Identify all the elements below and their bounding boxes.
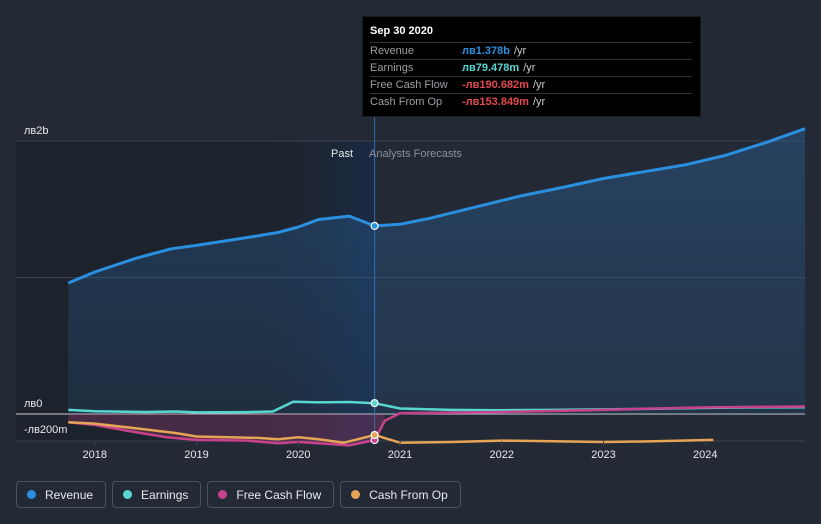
- tooltip-row: Cash From Op -лв153.849m/yr: [370, 93, 692, 110]
- legend-dot-icon: [351, 490, 361, 499]
- x-tick-label: 2023: [591, 449, 615, 461]
- tooltip-unit: /yr: [532, 79, 546, 91]
- tooltip-label: Cash From Op: [370, 96, 443, 108]
- tooltip-row: Free Cash Flow -лв190.682m/yr: [370, 76, 692, 93]
- tooltip: Sep 30 2020 Revenue лв1.378b/yr Earnings лв…: [362, 16, 701, 117]
- revenue-area: [68, 128, 806, 414]
- tooltip-row: Revenue лв1.378b/yr: [370, 42, 692, 59]
- x-tick-label: 2022: [490, 449, 514, 461]
- tooltip-label: Free Cash Flow: [370, 79, 448, 91]
- legend-item-free-cash-flow[interactable]: Free Cash Flow: [207, 481, 335, 508]
- legend-label: Revenue: [45, 487, 94, 502]
- legend-label: Cash From Op: [369, 487, 448, 502]
- x-tick-label: 2020: [286, 449, 310, 461]
- past-label: Past: [331, 148, 353, 160]
- tooltip-label: Earnings: [370, 62, 414, 74]
- revenue-line: [67, 127, 806, 285]
- legend-dot-icon: [123, 490, 133, 499]
- x-tick-label: 2018: [83, 449, 107, 461]
- tooltip-unit: /yr: [514, 45, 527, 57]
- tooltip-value: -лв190.682m: [462, 79, 529, 91]
- legend-label: Free Cash Flow: [236, 487, 322, 502]
- tooltip-value: -лв153.849m: [462, 96, 529, 108]
- legend: Revenue Earnings Free Cash Flow Cash From O…: [16, 481, 461, 508]
- x-tick-label: 2019: [184, 449, 208, 461]
- y-label-zero: лв0: [24, 398, 42, 410]
- tooltip-unit: /yr: [523, 62, 536, 74]
- legend-dot-icon: [218, 490, 228, 499]
- y-label-top: лв2b: [24, 125, 49, 137]
- revenue-marker[interactable]: [370, 221, 379, 231]
- tooltip-unit: /yr: [532, 96, 546, 108]
- earnings-marker[interactable]: [370, 399, 379, 408]
- legend-item-revenue[interactable]: Revenue: [16, 481, 107, 508]
- tooltip-value: лв79.478m: [462, 62, 520, 74]
- cfo-marker[interactable]: [370, 430, 379, 440]
- legend-label: Earnings: [141, 487, 189, 502]
- legend-item-cash-from-op[interactable]: Cash From Op: [340, 481, 461, 508]
- forecast-label: Analysts Forecasts: [369, 148, 462, 160]
- tooltip-date: Sep 30 2020: [370, 25, 433, 37]
- tooltip-value: лв1.378b: [462, 45, 510, 57]
- legend-dot-icon: [27, 490, 36, 499]
- legend-item-earnings[interactable]: Earnings: [112, 481, 202, 508]
- tooltip-row: Earnings лв79.478m/yr: [370, 59, 692, 76]
- x-tick-label: 2021: [388, 449, 412, 461]
- y-label-bottom: -лв200m: [24, 424, 67, 436]
- x-tick-label: 2024: [693, 449, 717, 461]
- cfo-line: [68, 420, 714, 444]
- tooltip-label: Revenue: [370, 45, 415, 57]
